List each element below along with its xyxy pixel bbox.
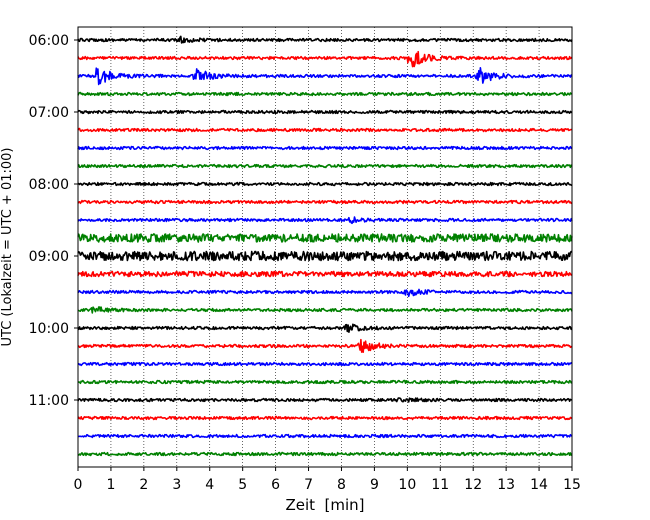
trace-line: [77, 109, 573, 115]
x-tick-label: 3: [172, 477, 181, 493]
x-tick-label: 0: [74, 477, 83, 493]
x-axis: 0 1 2 3 4 5 6 7 8 9 10 11 12 13 14 15: [74, 467, 581, 493]
y-tick-label: 09:00: [29, 249, 69, 265]
trace-line: [77, 338, 573, 353]
x-tick-label: 15: [563, 477, 581, 493]
x-tick-label: 13: [497, 477, 515, 493]
trace-line: [77, 216, 573, 225]
y-tick-label: 10:00: [29, 321, 69, 337]
trace-line: [77, 379, 573, 385]
trace-line: [77, 306, 573, 314]
y-tick-label: 06:00: [29, 33, 69, 49]
trace-line: [77, 67, 573, 86]
trace-line: [77, 270, 573, 278]
seismic-traces: [77, 35, 573, 457]
y-axis-label: UTC (Lokalzeit = UTC + 01:00): [0, 148, 15, 347]
trace-line: [77, 50, 573, 68]
x-tick-label: 4: [205, 477, 214, 493]
trace-line: [77, 397, 573, 403]
trace-line: [78, 433, 573, 439]
x-tick-label: 7: [304, 477, 313, 493]
trace-line: [77, 415, 573, 421]
trace-line: [77, 250, 573, 262]
x-tick-label: 2: [139, 477, 148, 493]
vertical-grid-lines: [110, 27, 540, 467]
x-tick-label: 12: [464, 477, 482, 493]
x-tick-label: 1: [106, 477, 115, 493]
x-axis-label: Zeit [min]: [285, 496, 364, 514]
trace-line: [77, 361, 573, 367]
trace-line: [77, 181, 572, 187]
x-tick-label: 8: [337, 477, 346, 493]
trace-line: [77, 145, 572, 151]
y-tick-label: 08:00: [29, 177, 69, 193]
x-tick-label: 11: [431, 477, 449, 493]
x-tick-label: 10: [398, 477, 416, 493]
y-axis: 06:00 07:00 08:00 09:00 10:00 11:00: [29, 33, 78, 409]
trace-line: [77, 35, 573, 44]
plot-frame: [77, 26, 573, 468]
trace-line: [77, 91, 572, 97]
trace-line: [77, 288, 573, 298]
y-tick-label: 07:00: [29, 105, 69, 121]
trace-line: [77, 323, 572, 333]
x-tick-label: 14: [530, 477, 548, 493]
trace-line: [77, 127, 573, 133]
x-tick-label: 6: [271, 477, 280, 493]
y-tick-label: 11:00: [29, 393, 69, 409]
trace-line: [77, 233, 573, 243]
x-tick-label: 5: [238, 477, 247, 493]
trace-line: [77, 199, 573, 205]
trace-line: [77, 163, 573, 169]
x-tick-label: 9: [370, 477, 379, 493]
trace-line: [77, 451, 573, 457]
